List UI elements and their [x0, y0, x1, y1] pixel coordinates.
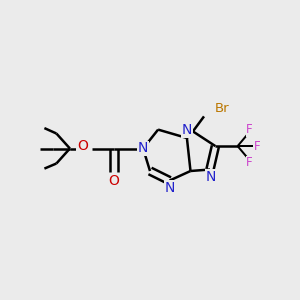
Text: F: F — [246, 156, 253, 169]
Text: F: F — [254, 140, 260, 153]
Text: N: N — [206, 170, 216, 184]
Text: N: N — [138, 142, 148, 155]
Text: Br: Br — [214, 102, 229, 116]
Text: F: F — [246, 123, 253, 136]
Text: N: N — [165, 181, 175, 195]
Text: O: O — [109, 174, 119, 188]
Text: O: O — [77, 139, 88, 153]
Text: N: N — [182, 124, 192, 137]
